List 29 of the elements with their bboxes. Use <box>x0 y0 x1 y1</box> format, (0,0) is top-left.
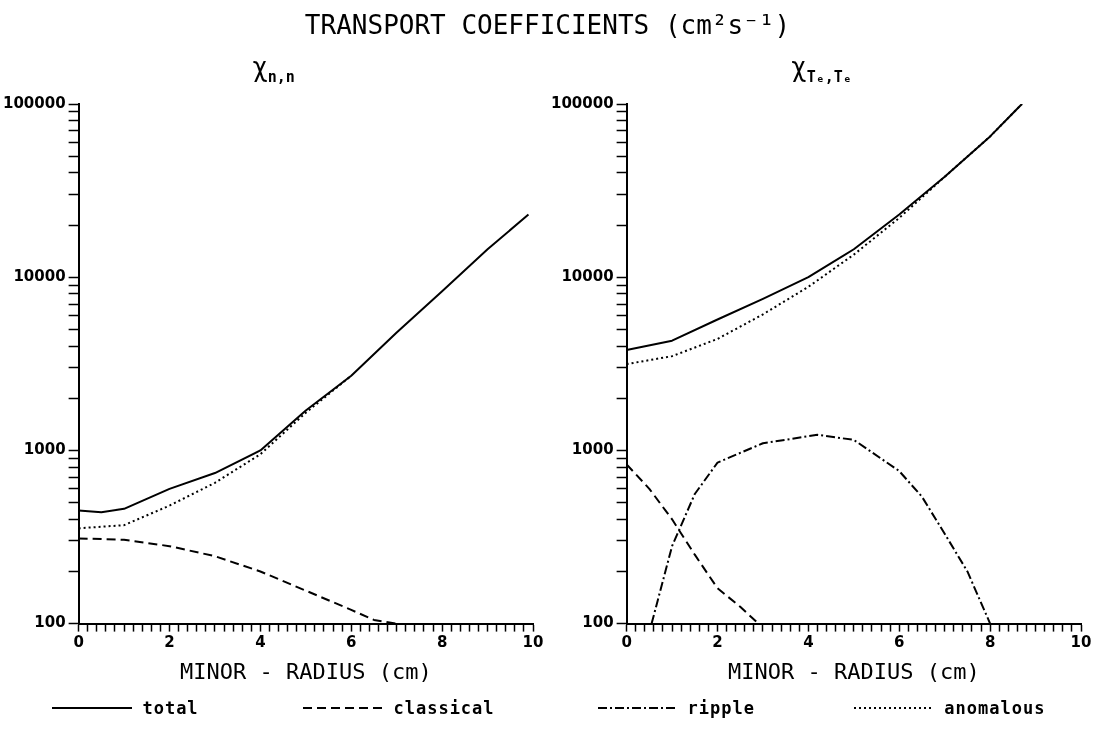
x-tick-label: 0 <box>621 633 632 652</box>
x-tick-label: 2 <box>712 633 723 652</box>
x-tick-label: 6 <box>346 633 357 652</box>
y-tick-label: 100000 <box>3 93 66 112</box>
x-tick-label: 8 <box>984 633 996 652</box>
x-tick-label: 4 <box>803 633 814 652</box>
y-tick-label: 100000 <box>551 93 614 112</box>
legend-label: total <box>142 698 199 718</box>
legend-label: classical <box>393 698 495 718</box>
x-tick-label: 2 <box>164 633 175 652</box>
y-tick-label: 10000 <box>13 267 66 286</box>
y-tick-label: 10000 <box>561 267 614 286</box>
chart-title: TRANSPORT COEFFICIENTS (cm²s⁻¹) <box>303 10 792 40</box>
x-axis-title: MINOR - RADIUS (cm) <box>727 658 980 684</box>
legend-label: ripple <box>687 698 756 718</box>
y-tick-label: 100 <box>34 613 66 632</box>
x-axis-title: MINOR - RADIUS (cm) <box>179 658 432 684</box>
y-tick-label: 1000 <box>571 440 614 459</box>
x-tick-label: 10 <box>522 633 544 652</box>
x-tick-label: 0 <box>73 633 84 652</box>
chart-subtitle: χ$_{n,n}$ <box>251 52 296 87</box>
chart-subtitle: χ$_{Tₑ,Tₑ}$ <box>790 52 853 87</box>
x-tick-label: 8 <box>436 633 448 652</box>
x-tick-label: 4 <box>255 633 266 652</box>
x-tick-label: 6 <box>894 633 905 652</box>
legend-label: anomalous <box>944 698 1046 718</box>
y-tick-label: 100 <box>582 613 614 632</box>
x-tick-label: 10 <box>1070 633 1092 652</box>
y-tick-label: 1000 <box>23 440 66 459</box>
